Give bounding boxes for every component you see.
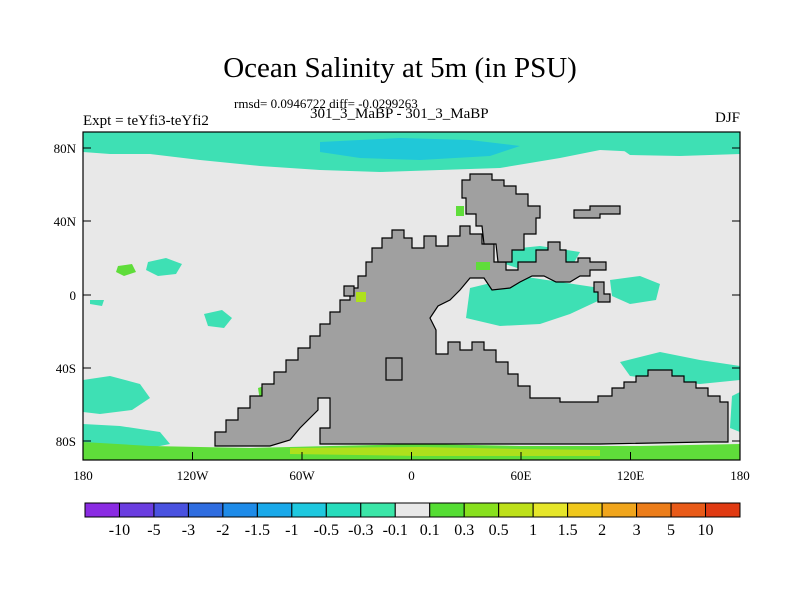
colorbar-label: -0.5 bbox=[314, 522, 339, 539]
lat-label: 0 bbox=[70, 288, 77, 303]
colorbar-swatch bbox=[601, 502, 638, 518]
colorbar-label: -10 bbox=[109, 522, 130, 539]
colorbar-swatch bbox=[532, 502, 569, 518]
colorbar-swatch bbox=[360, 502, 396, 518]
lon-label: 60W bbox=[289, 468, 315, 483]
colorbar-swatch bbox=[705, 502, 741, 518]
island-4 bbox=[385, 357, 403, 381]
colorbar-label: 0.3 bbox=[454, 522, 474, 539]
colorbar-label: 3 bbox=[633, 522, 641, 539]
colorbar-swatch bbox=[325, 502, 362, 518]
lon-label: 60E bbox=[511, 468, 532, 483]
longitude-axis bbox=[82, 452, 741, 460]
land-edge-anomaly-3 bbox=[476, 262, 490, 270]
colorbar-swatch bbox=[84, 502, 120, 518]
colorbar-label: -1 bbox=[285, 522, 298, 539]
colorbar-label: -5 bbox=[147, 522, 160, 539]
colorbar-swatch bbox=[670, 502, 707, 518]
island-2 bbox=[593, 281, 611, 303]
colorbar-label: 2 bbox=[598, 522, 606, 539]
colorbar-swatch bbox=[429, 502, 465, 518]
lon-label: 120E bbox=[617, 468, 645, 483]
colorbar: -10 -5 -3 -2 -1.5 -1 -0.5 -0.3 -0.1 0.1 0.3 0.5 1 1.5… bbox=[84, 502, 741, 539]
colorbar-label: 5 bbox=[667, 522, 675, 539]
colorbar-swatch bbox=[256, 502, 293, 518]
colorbar-label: 0.5 bbox=[489, 522, 509, 539]
colorbar-label: 1 bbox=[529, 522, 537, 539]
lon-label: 180 bbox=[73, 468, 93, 483]
season-label: DJF bbox=[714, 110, 740, 126]
continent-north bbox=[461, 173, 541, 263]
tropical-anomaly-3 bbox=[204, 310, 232, 328]
tropical-anomaly-2 bbox=[116, 264, 136, 276]
colorbar-swatch bbox=[463, 502, 500, 518]
colorbar-label: 1.5 bbox=[558, 522, 578, 539]
colorbar-swatch bbox=[222, 502, 258, 518]
colorbar-label: 0.1 bbox=[420, 522, 440, 539]
map-title: Ocean Salinity at 5m (in PSU) bbox=[223, 52, 577, 84]
southern-anomaly-1 bbox=[83, 376, 150, 414]
lon-label: 180 bbox=[730, 468, 750, 483]
land-edge-anomaly-1 bbox=[356, 292, 366, 302]
southern-anomaly-7 bbox=[730, 392, 740, 432]
lat-label: 80S bbox=[56, 434, 76, 449]
land-edge-anomaly-2 bbox=[456, 206, 464, 216]
latitude-axis bbox=[83, 147, 740, 442]
colorbar-label: -2 bbox=[216, 522, 229, 539]
colorbar-swatch bbox=[498, 502, 534, 518]
colorbar-label: -3 bbox=[182, 522, 195, 539]
colorbar-swatch bbox=[118, 502, 155, 518]
lat-label: 40S bbox=[56, 361, 76, 376]
tropical-anomaly-1 bbox=[146, 258, 182, 276]
colorbar-label: 10 bbox=[698, 522, 714, 539]
colorbar-label: -0.1 bbox=[383, 522, 408, 539]
lat-label: 80N bbox=[54, 141, 77, 156]
colorbar-swatch bbox=[153, 502, 189, 518]
colorbar-swatch bbox=[636, 502, 672, 518]
colorbar-label: -0.3 bbox=[348, 522, 373, 539]
southern-anomaly-4 bbox=[290, 447, 600, 456]
indian-anomaly-3 bbox=[610, 276, 660, 304]
colorbar-swatch bbox=[291, 502, 327, 518]
statistics-line: rmsd= 0.0946722 diff= -0.0299263 bbox=[234, 96, 418, 111]
arctic-anomaly-core bbox=[320, 138, 520, 160]
tropical-anomaly-4 bbox=[90, 300, 104, 306]
island-3 bbox=[343, 285, 355, 297]
continent-west bbox=[214, 225, 729, 447]
lat-label: 40N bbox=[54, 214, 77, 229]
lon-label: 0 bbox=[408, 468, 415, 483]
experiment-label: Expt = teYfi3-teYfi2 bbox=[83, 113, 209, 129]
colorbar-label: -1.5 bbox=[245, 522, 270, 539]
lon-label: 120W bbox=[177, 468, 210, 483]
colorbar-swatch bbox=[394, 502, 431, 518]
colorbar-swatch bbox=[187, 502, 224, 518]
island-1 bbox=[573, 205, 621, 219]
experiment-subtitle: 301_3_MaBP - 301_3_MaBP bbox=[310, 106, 489, 122]
arctic-anomaly-east bbox=[620, 146, 740, 156]
colorbar-swatch bbox=[567, 502, 603, 518]
